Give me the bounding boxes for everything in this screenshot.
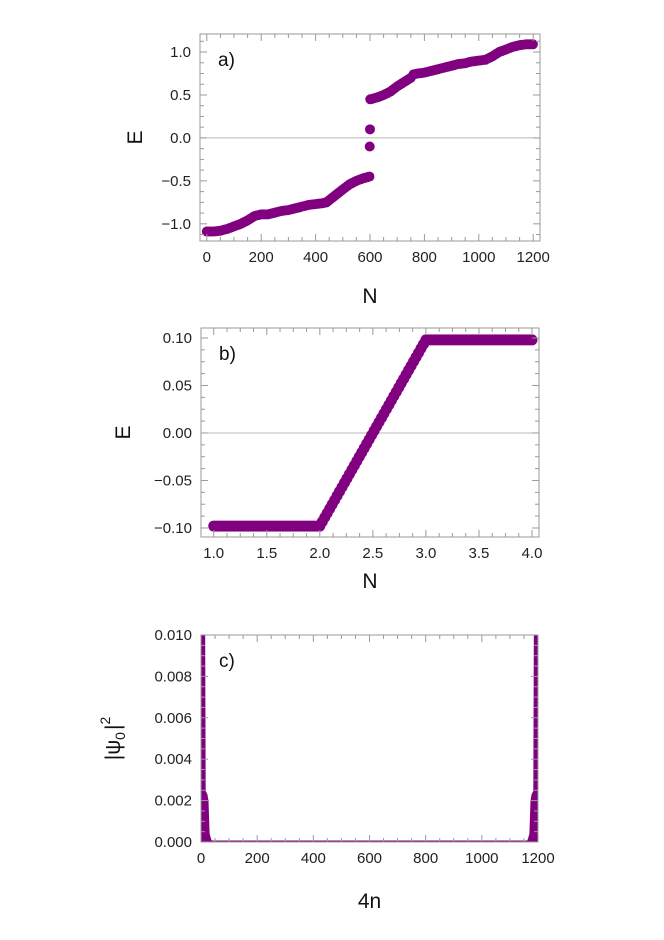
y-axis-title-base: |ψ <box>102 740 125 760</box>
x-tick-label: 200 <box>245 850 270 867</box>
y-tick-label: 0.010 <box>154 627 192 644</box>
data-series <box>208 334 538 532</box>
y-axis-title-sup: 2 <box>97 717 113 725</box>
x-tick-label: 3.5 <box>469 545 490 562</box>
x-axis-title: 4n <box>358 890 381 913</box>
data-point <box>526 334 538 346</box>
y-tick-label: 0.10 <box>163 330 192 347</box>
x-tick-label: 2.0 <box>309 545 330 562</box>
x-tick-label: 3.0 <box>415 545 436 562</box>
y-tick-label: −0.10 <box>154 520 192 537</box>
y-tick-label: 0.004 <box>154 751 192 768</box>
panel-b: 1.0 1.5 2.0 2.5 3.0 3.5 4.0 −0.10 −0.05 0.00 0.05 0… <box>112 327 543 593</box>
x-tick-label: 1.0 <box>203 545 224 562</box>
data-point <box>364 171 375 182</box>
x-tick-label: 1200 <box>521 850 554 867</box>
y-tick-label: 1.0 <box>170 44 191 61</box>
y-tick-label: 0.5 <box>170 87 191 104</box>
data-point <box>365 124 375 135</box>
x-tick-label: 2.5 <box>362 545 383 562</box>
x-axis-title: N <box>362 570 377 593</box>
x-tick-label: 400 <box>301 850 326 867</box>
x-tick-label: 1000 <box>465 850 498 867</box>
x-tick-label: 600 <box>357 249 382 266</box>
x-tick-label: 0 <box>203 249 211 266</box>
x-tick-label: 200 <box>249 249 274 266</box>
data-series <box>201 39 538 237</box>
x-tick-label: 1000 <box>462 249 495 266</box>
x-tick-label: 800 <box>412 249 437 266</box>
panel-label: c) <box>219 651 235 672</box>
y-tick-label: 0.00 <box>163 425 192 442</box>
x-axis-title: N <box>362 285 377 308</box>
plot-frame <box>200 634 539 843</box>
y-axis-title: E <box>124 130 147 144</box>
y-axis-title-tail: | <box>102 725 125 730</box>
data-area <box>201 635 538 842</box>
y-axis-title-sub: 0 <box>112 732 128 740</box>
panel-c: 0 200 400 600 800 1000 1200 0.000 0.002 0.004 0.00… <box>97 627 555 913</box>
y-tick-label: 0.006 <box>154 710 192 727</box>
x-tick-label: 800 <box>413 850 438 867</box>
y-tick-label: −1.0 <box>161 216 191 233</box>
x-tick-label: 600 <box>357 850 382 867</box>
y-tick-label: 0.008 <box>154 668 192 685</box>
y-axis-title: E <box>112 425 135 439</box>
x-tick-label: 4.0 <box>522 545 543 562</box>
y-tick-label: 0.05 <box>163 377 192 394</box>
data-point <box>527 39 538 50</box>
y-tick-label: 0.0 <box>170 130 191 147</box>
panel-a: 0 200 400 600 800 1000 1200 −1.0 −0.5 0.0 0.5 1.0 a)… <box>124 33 550 308</box>
x-tick-label: 1.5 <box>256 545 277 562</box>
y-tick-label: −0.05 <box>154 472 192 489</box>
y-tick-label: −0.5 <box>161 173 191 190</box>
y-tick-label: 0.002 <box>154 793 192 810</box>
y-tick-label: 0.000 <box>154 834 192 851</box>
x-tick-label: 400 <box>303 249 328 266</box>
y-axis-title: |ψ0 |2 <box>97 717 128 761</box>
panel-label: a) <box>218 50 235 71</box>
x-tick-label: 1200 <box>517 249 550 266</box>
x-tick-label: 0 <box>197 850 205 867</box>
data-point <box>364 141 375 152</box>
panel-label: b) <box>219 344 236 365</box>
